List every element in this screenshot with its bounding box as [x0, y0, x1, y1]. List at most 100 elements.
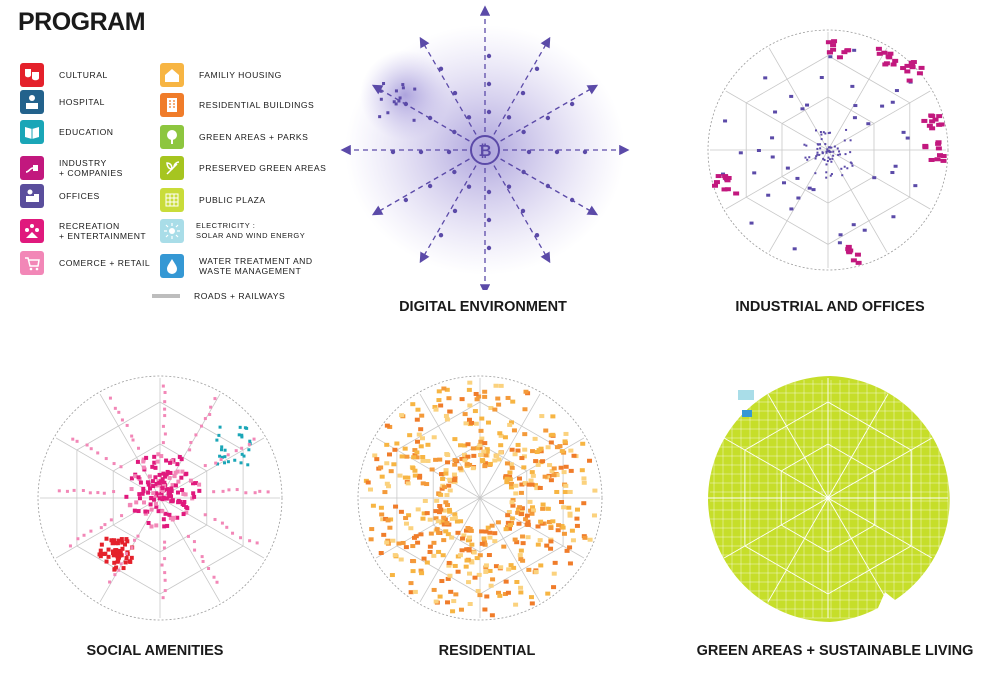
retail-mark [221, 489, 225, 493]
housing-mark [496, 590, 502, 595]
housing-mark [417, 475, 423, 480]
housing-mark [470, 446, 476, 451]
housing-mark [557, 444, 563, 449]
housing-mark [498, 443, 504, 448]
culture-mark [128, 559, 133, 564]
office-mark [816, 143, 819, 146]
culture-mark [125, 539, 130, 544]
retail-mark [219, 457, 223, 461]
housing-mark [402, 446, 408, 451]
culture-mark [120, 540, 125, 545]
bitcoin-icon: ₿ [478, 142, 491, 160]
housing-mark [462, 443, 468, 448]
housing-mark [551, 466, 557, 471]
housing-mark [497, 593, 503, 598]
grid-icon [160, 188, 184, 212]
industry-mark [825, 40, 832, 45]
office-mark [789, 94, 794, 98]
housing-mark [406, 513, 412, 518]
housing-mark [484, 449, 490, 454]
housing-mark [579, 468, 585, 473]
housing-mark [551, 571, 557, 576]
housing-mark [378, 551, 384, 556]
housing-mark [532, 436, 538, 441]
culture-mark [110, 541, 115, 546]
housing-mark [516, 521, 522, 526]
retail-mark [85, 443, 89, 447]
housing-mark [424, 511, 430, 516]
education-mark [226, 460, 230, 464]
housing-mark [498, 383, 504, 388]
housing-mark [444, 520, 450, 525]
housing-mark [452, 515, 458, 520]
housing-mark [412, 448, 418, 453]
housing-mark [517, 505, 523, 510]
grid-line [827, 47, 888, 151]
housing-mark [421, 511, 427, 516]
housing-mark [485, 420, 491, 425]
office-mark [826, 150, 829, 153]
housing-mark [380, 517, 386, 522]
housing-mark [416, 432, 422, 437]
industry-mark [936, 153, 943, 158]
housing-mark [412, 468, 418, 473]
office-mark [840, 167, 843, 170]
amenity-mark [140, 491, 145, 496]
grid-line [159, 497, 265, 559]
housing-mark [591, 513, 597, 518]
retail-mark [82, 533, 86, 537]
retail-mark [247, 442, 251, 446]
office-mark [827, 146, 830, 149]
amenity-mark [138, 480, 143, 485]
legend-label: ROADS + RAILWAYS [194, 291, 286, 301]
housing-mark [482, 542, 488, 547]
solar-patch [738, 390, 754, 400]
housing-mark [587, 458, 593, 463]
amenity-mark [137, 492, 142, 497]
culture-mark [103, 551, 108, 556]
retail-mark [227, 488, 231, 492]
housing-mark [441, 522, 447, 527]
housing-mark [405, 481, 411, 486]
housing-mark [539, 521, 545, 526]
housing-mark [548, 525, 554, 530]
office-mark [749, 221, 754, 225]
amenity-mark [181, 512, 186, 517]
office-mark [814, 129, 817, 132]
housing-mark [444, 503, 450, 508]
amenity-mark [156, 452, 161, 457]
retail-mark [99, 526, 103, 530]
retail-mark [65, 489, 69, 493]
grid-line [419, 393, 481, 499]
residential-diagram [350, 370, 610, 630]
amenity-mark [152, 460, 157, 465]
office-mark [829, 150, 832, 153]
housing-mark [461, 533, 467, 538]
housing-mark [440, 553, 446, 558]
housing-mark [467, 535, 473, 540]
housing-mark [515, 448, 521, 453]
housing-mark [467, 403, 473, 408]
digital-node [534, 232, 540, 238]
office-mark [831, 157, 834, 160]
housing-mark [498, 450, 504, 455]
water-patch [742, 410, 752, 417]
retail-mark [76, 537, 80, 541]
legend-label: HOSPITAL [59, 97, 105, 107]
housing-mark [496, 457, 502, 462]
housing-mark [581, 501, 587, 506]
housing-mark [481, 449, 487, 454]
digital-node [569, 101, 575, 107]
industry-mark [935, 146, 942, 151]
office-mark [827, 132, 830, 135]
amenity-mark [182, 499, 187, 504]
industry-mark [875, 46, 882, 51]
culture-mark [112, 560, 117, 565]
retail-mark [258, 489, 262, 493]
housing-mark [482, 464, 488, 469]
digital-node [390, 149, 396, 155]
housing-mark [554, 445, 560, 450]
housing-mark [382, 490, 388, 495]
housing-mark [512, 452, 518, 457]
culture-mark [104, 536, 109, 541]
